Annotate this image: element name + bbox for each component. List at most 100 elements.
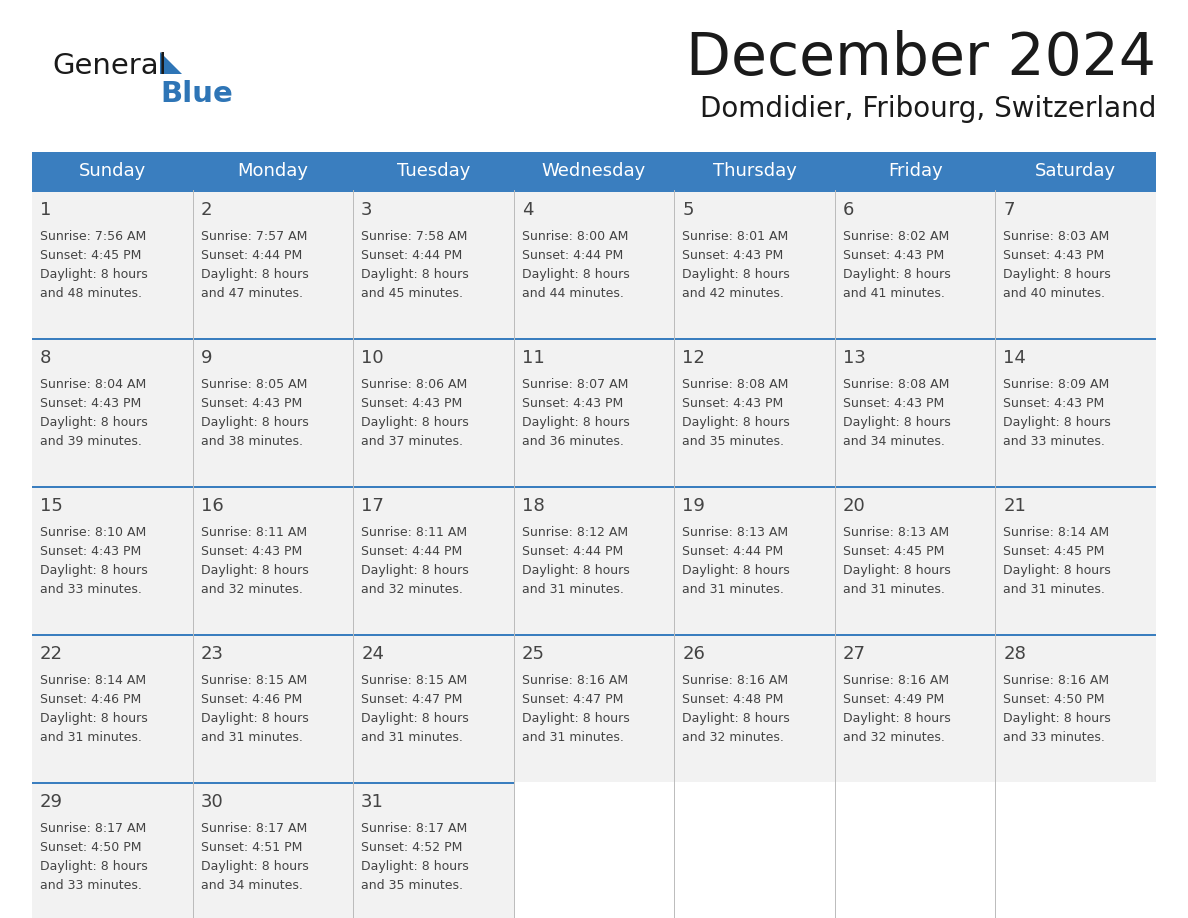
Text: Sunrise: 8:15 AM: Sunrise: 8:15 AM	[201, 674, 307, 687]
Text: Sunset: 4:43 PM: Sunset: 4:43 PM	[842, 249, 944, 262]
Text: 22: 22	[40, 645, 63, 663]
Text: Daylight: 8 hours: Daylight: 8 hours	[40, 564, 147, 577]
Text: 17: 17	[361, 497, 384, 515]
Text: and 34 minutes.: and 34 minutes.	[842, 435, 944, 448]
Text: Daylight: 8 hours: Daylight: 8 hours	[522, 268, 630, 281]
Text: Daylight: 8 hours: Daylight: 8 hours	[201, 564, 309, 577]
Text: Sunrise: 8:16 AM: Sunrise: 8:16 AM	[682, 674, 789, 687]
Text: 26: 26	[682, 645, 706, 663]
Text: Sunset: 4:45 PM: Sunset: 4:45 PM	[40, 249, 141, 262]
Text: General: General	[52, 52, 166, 80]
Bar	[32, 634, 1156, 636]
Text: and 31 minutes.: and 31 minutes.	[201, 731, 303, 744]
Text: Sunset: 4:49 PM: Sunset: 4:49 PM	[842, 693, 944, 706]
Text: Sunrise: 8:09 AM: Sunrise: 8:09 AM	[1004, 378, 1110, 391]
Text: 29: 29	[40, 793, 63, 811]
Bar	[32, 338, 1156, 486]
Text: and 32 minutes.: and 32 minutes.	[682, 731, 784, 744]
Text: Sunset: 4:47 PM: Sunset: 4:47 PM	[361, 693, 462, 706]
Text: Sunset: 4:43 PM: Sunset: 4:43 PM	[522, 397, 623, 410]
Text: and 36 minutes.: and 36 minutes.	[522, 435, 624, 448]
Text: Sunrise: 8:12 AM: Sunrise: 8:12 AM	[522, 526, 627, 539]
Text: Sunday: Sunday	[78, 162, 146, 180]
Text: Sunrise: 8:08 AM: Sunrise: 8:08 AM	[682, 378, 789, 391]
Text: Sunrise: 8:15 AM: Sunrise: 8:15 AM	[361, 674, 467, 687]
Text: Sunrise: 8:16 AM: Sunrise: 8:16 AM	[1004, 674, 1110, 687]
Text: Sunset: 4:44 PM: Sunset: 4:44 PM	[522, 545, 623, 558]
Bar	[32, 338, 1156, 340]
Text: Saturday: Saturday	[1035, 162, 1117, 180]
Text: Sunset: 4:43 PM: Sunset: 4:43 PM	[1004, 249, 1105, 262]
Text: Sunset: 4:43 PM: Sunset: 4:43 PM	[201, 545, 302, 558]
Text: Daylight: 8 hours: Daylight: 8 hours	[201, 268, 309, 281]
Text: 14: 14	[1004, 349, 1026, 367]
Text: Sunrise: 8:16 AM: Sunrise: 8:16 AM	[842, 674, 949, 687]
Text: and 31 minutes.: and 31 minutes.	[40, 731, 141, 744]
Text: Sunset: 4:45 PM: Sunset: 4:45 PM	[1004, 545, 1105, 558]
Text: Sunset: 4:43 PM: Sunset: 4:43 PM	[40, 397, 141, 410]
Text: Daylight: 8 hours: Daylight: 8 hours	[201, 712, 309, 725]
Text: and 34 minutes.: and 34 minutes.	[201, 879, 303, 892]
Text: 6: 6	[842, 201, 854, 219]
Bar	[32, 486, 1156, 634]
Text: Daylight: 8 hours: Daylight: 8 hours	[40, 712, 147, 725]
Bar	[32, 152, 1156, 190]
Text: 12: 12	[682, 349, 706, 367]
Text: 24: 24	[361, 645, 384, 663]
Text: Sunrise: 8:14 AM: Sunrise: 8:14 AM	[40, 674, 146, 687]
Text: Sunrise: 8:03 AM: Sunrise: 8:03 AM	[1004, 230, 1110, 243]
Text: Sunset: 4:44 PM: Sunset: 4:44 PM	[361, 545, 462, 558]
Text: Daylight: 8 hours: Daylight: 8 hours	[682, 564, 790, 577]
Text: and 40 minutes.: and 40 minutes.	[1004, 287, 1105, 300]
Text: 8: 8	[40, 349, 51, 367]
Text: Sunrise: 8:16 AM: Sunrise: 8:16 AM	[522, 674, 627, 687]
Bar	[32, 782, 1156, 784]
Text: Daylight: 8 hours: Daylight: 8 hours	[1004, 712, 1111, 725]
Text: 2: 2	[201, 201, 213, 219]
Text: Domdidier, Fribourg, Switzerland: Domdidier, Fribourg, Switzerland	[700, 95, 1156, 123]
Text: and 33 minutes.: and 33 minutes.	[40, 583, 141, 596]
Text: Sunset: 4:43 PM: Sunset: 4:43 PM	[1004, 397, 1105, 410]
Text: Sunset: 4:48 PM: Sunset: 4:48 PM	[682, 693, 784, 706]
Text: and 31 minutes.: and 31 minutes.	[361, 731, 463, 744]
Text: and 47 minutes.: and 47 minutes.	[201, 287, 303, 300]
Text: Sunrise: 8:05 AM: Sunrise: 8:05 AM	[201, 378, 307, 391]
Text: and 33 minutes.: and 33 minutes.	[1004, 731, 1105, 744]
Text: Daylight: 8 hours: Daylight: 8 hours	[522, 564, 630, 577]
Bar	[32, 190, 1156, 338]
Text: Sunrise: 8:06 AM: Sunrise: 8:06 AM	[361, 378, 467, 391]
Text: Sunset: 4:51 PM: Sunset: 4:51 PM	[201, 841, 302, 854]
Text: and 33 minutes.: and 33 minutes.	[40, 879, 141, 892]
Text: and 32 minutes.: and 32 minutes.	[201, 583, 303, 596]
Text: 1: 1	[40, 201, 51, 219]
Text: Daylight: 8 hours: Daylight: 8 hours	[842, 712, 950, 725]
Text: and 31 minutes.: and 31 minutes.	[1004, 583, 1105, 596]
Text: Daylight: 8 hours: Daylight: 8 hours	[40, 416, 147, 429]
Text: Sunset: 4:44 PM: Sunset: 4:44 PM	[361, 249, 462, 262]
Text: Wednesday: Wednesday	[542, 162, 646, 180]
Text: Sunrise: 8:17 AM: Sunrise: 8:17 AM	[361, 822, 467, 835]
Bar	[513, 782, 675, 918]
Text: Tuesday: Tuesday	[397, 162, 470, 180]
Text: 7: 7	[1004, 201, 1015, 219]
Text: Sunset: 4:43 PM: Sunset: 4:43 PM	[682, 249, 784, 262]
Text: Sunset: 4:43 PM: Sunset: 4:43 PM	[361, 397, 462, 410]
Text: 3: 3	[361, 201, 373, 219]
Text: Blue: Blue	[160, 80, 233, 108]
Text: Daylight: 8 hours: Daylight: 8 hours	[40, 860, 147, 873]
Text: 16: 16	[201, 497, 223, 515]
Text: and 38 minutes.: and 38 minutes.	[201, 435, 303, 448]
Text: Daylight: 8 hours: Daylight: 8 hours	[842, 416, 950, 429]
Text: and 31 minutes.: and 31 minutes.	[842, 583, 944, 596]
Text: Sunrise: 8:17 AM: Sunrise: 8:17 AM	[40, 822, 146, 835]
Text: and 31 minutes.: and 31 minutes.	[522, 731, 624, 744]
Text: Sunset: 4:46 PM: Sunset: 4:46 PM	[40, 693, 141, 706]
Text: Daylight: 8 hours: Daylight: 8 hours	[361, 268, 469, 281]
Text: 21: 21	[1004, 497, 1026, 515]
Text: 11: 11	[522, 349, 544, 367]
Text: Sunset: 4:44 PM: Sunset: 4:44 PM	[201, 249, 302, 262]
Text: Daylight: 8 hours: Daylight: 8 hours	[1004, 268, 1111, 281]
Bar	[32, 486, 1156, 488]
Text: and 42 minutes.: and 42 minutes.	[682, 287, 784, 300]
Text: and 32 minutes.: and 32 minutes.	[361, 583, 463, 596]
